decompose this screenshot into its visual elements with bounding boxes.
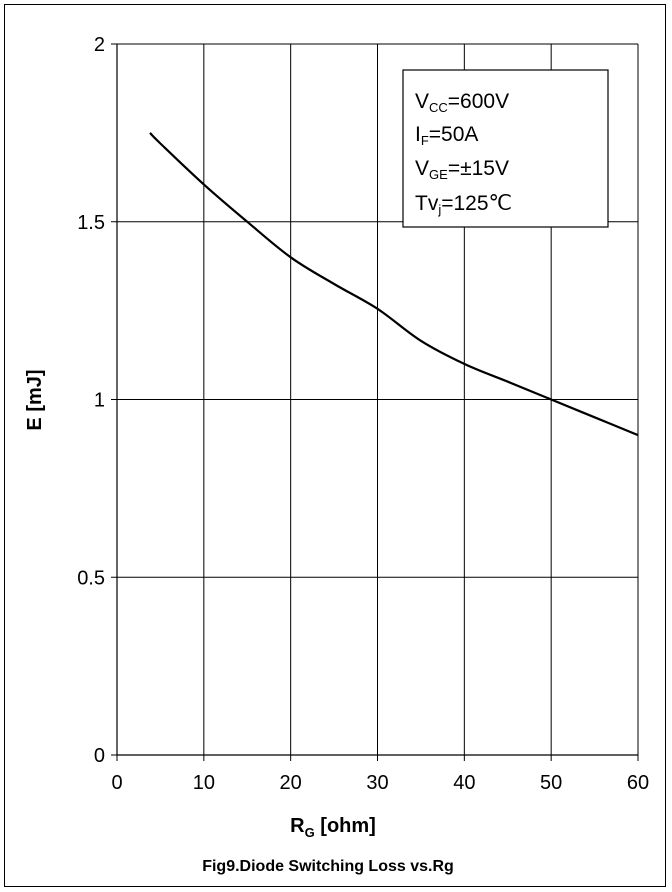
conditions-box-border [402, 69, 609, 228]
x-tick-label: 50 [540, 772, 562, 794]
y-tick-label: 1 [94, 390, 105, 412]
x-tick-label: 0 [111, 772, 122, 794]
condition-if: IF=50A [415, 123, 478, 148]
y-axis-label: E [mJ] [24, 369, 46, 430]
y-tick-label: 2 [94, 34, 105, 56]
x-axis-label: RG [ohm] [290, 815, 376, 840]
x-tick-label: 10 [193, 772, 215, 794]
tick-labels: 0 10 20 30 40 50 60 0 0.5 1 1.5 2 [77, 34, 649, 794]
series-line [149, 132, 639, 437]
condition-vge: VGE=±15V [415, 157, 509, 182]
x-tick-label: 40 [453, 772, 475, 794]
x-tick-label: 30 [366, 772, 388, 794]
y-tick-label: 0 [94, 745, 105, 767]
axes [111, 43, 639, 761]
y-tick-label: 1.5 [77, 212, 105, 234]
figure-frame [4, 4, 666, 887]
condition-tvj: Tvj=125℃ [415, 192, 512, 217]
y-tick-label: 0.5 [77, 567, 105, 589]
x-tick-label: 20 [280, 772, 302, 794]
condition-vcc: VCC=600V [415, 90, 509, 115]
x-tick-label: 60 [627, 772, 649, 794]
figure-title: Fig9.Diode Switching Loss vs.Rg [202, 858, 454, 875]
conditions-box: VCC=600V IF=50A VGE=±15V Tvj=125℃ [402, 69, 609, 228]
